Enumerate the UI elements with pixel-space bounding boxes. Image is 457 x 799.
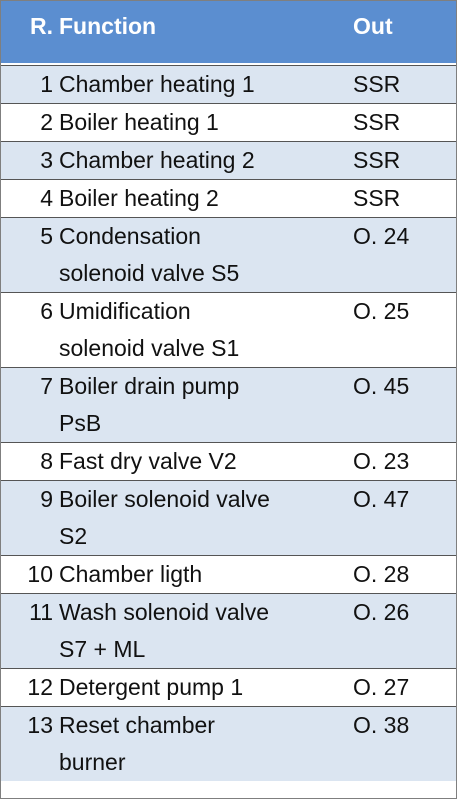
function-cell: Chamber heating 2	[59, 142, 349, 179]
function-cell: Boiler drain pump PsB	[59, 368, 349, 442]
row-number: 11	[29, 599, 53, 625]
function-cell: Boiler solenoid valve S2	[59, 481, 349, 555]
row-number: 4	[40, 185, 53, 211]
function-line: Chamber heating 1	[59, 71, 255, 97]
row-number: 5	[40, 223, 53, 249]
output-cell: O. 28	[353, 561, 410, 587]
row-number: 9	[40, 486, 53, 512]
header-cell: Function	[59, 13, 157, 39]
output-cell: SSR	[353, 147, 401, 173]
output-cell: O. 23	[353, 448, 410, 474]
table-row: 5 Condensation solenoid valve S5 O. 24	[1, 217, 456, 292]
function-line: Boiler drain pump	[59, 373, 240, 399]
row-number: 1	[40, 71, 53, 97]
function-cell: Condensation solenoid valve S5	[59, 218, 349, 292]
function-cell: Chamber heating 1	[59, 66, 349, 103]
row-number: 13	[27, 712, 53, 738]
table-row: 10 Chamber ligth O. 28	[1, 555, 456, 593]
output-cell: SSR	[353, 185, 401, 211]
row-number: 8	[40, 448, 53, 474]
table-row: 1 Chamber heating 1 SSR	[1, 65, 456, 103]
function-line: Condensation	[59, 223, 201, 249]
function-line: solenoid valve S5	[59, 260, 240, 286]
row-number: 6	[40, 298, 53, 324]
function-cell: Fast dry valve V2	[59, 443, 349, 480]
table-row: 6 Umidification solenoid valve S1 O. 25	[1, 292, 456, 367]
function-line: solenoid valve S1	[59, 335, 240, 361]
function-cell: Detergent pump 1	[59, 669, 349, 706]
function-line: Umidification	[59, 298, 191, 324]
header-row: R. Function Out	[1, 1, 456, 63]
table-row: 2 Boiler heating 1 SSR	[1, 103, 456, 141]
row-number: 3	[40, 147, 53, 173]
table-row: 13 Reset chamber burner O. 38	[1, 706, 456, 781]
function-cell: Umidification solenoid valve S1	[59, 293, 349, 367]
function-cell: Reset chamber burner	[59, 707, 349, 781]
output-cell: O. 45	[353, 373, 410, 399]
table-row: 3 Chamber heating 2 SSR	[1, 141, 456, 179]
table-row: 7 Boiler drain pump PsB O. 45	[1, 367, 456, 442]
output-cell: O. 47	[353, 486, 410, 512]
function-line: Reset chamber	[59, 712, 215, 738]
function-cell: Wash solenoid valve S7 + ML	[59, 594, 349, 668]
table-row: 11 Wash solenoid valve S7 + ML O. 26	[1, 593, 456, 668]
function-cell: Boiler heating 1	[59, 104, 349, 141]
row-number: 12	[27, 674, 53, 700]
table-row: 9 Boiler solenoid valve S2 O. 47	[1, 480, 456, 555]
output-cell: O. 25	[353, 298, 410, 324]
output-cell: O. 24	[353, 223, 410, 249]
function-line: Detergent pump 1	[59, 674, 244, 700]
output-cell: O. 26	[353, 599, 410, 625]
function-line: Fast dry valve V2	[59, 448, 237, 474]
function-line: Chamber heating 2	[59, 147, 255, 173]
function-cell: Boiler heating 2	[59, 180, 349, 217]
function-line: Chamber ligth	[59, 561, 203, 587]
output-cell: O. 27	[353, 674, 410, 700]
function-line: Boiler solenoid valve	[59, 486, 270, 512]
function-line: Wash solenoid valve	[59, 599, 270, 625]
table-row: 4 Boiler heating 2 SSR	[1, 179, 456, 217]
output-cell: O. 38	[353, 712, 410, 738]
header-cell: Out	[353, 13, 393, 39]
function-line: S2	[59, 523, 88, 549]
function-line: Boiler heating 1	[59, 109, 219, 135]
row-number: 10	[27, 561, 53, 587]
function-line: Boiler heating 2	[59, 185, 219, 211]
output-cell: SSR	[353, 71, 401, 97]
function-cell: Chamber ligth	[59, 556, 349, 593]
function-line: PsB	[59, 410, 102, 436]
output-cell: SSR	[353, 109, 401, 135]
table-row: 8 Fast dry valve V2 O. 23	[1, 442, 456, 480]
row-number: 2	[40, 109, 53, 135]
row-number: 7	[40, 373, 53, 399]
header-cell: R.	[30, 13, 53, 39]
table-row: 12 Detergent pump 1 O. 27	[1, 668, 456, 706]
function-line: burner	[59, 749, 126, 775]
function-line: S7 + ML	[59, 636, 146, 662]
